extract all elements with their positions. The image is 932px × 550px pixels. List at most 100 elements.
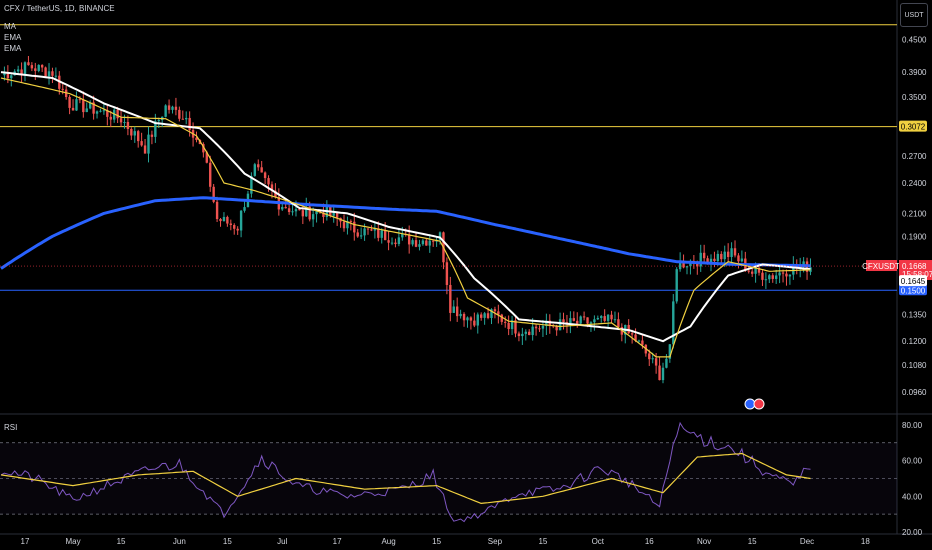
candle-body <box>401 233 404 238</box>
candle-body <box>569 318 572 324</box>
indicator-ma-label: MA <box>4 22 16 31</box>
candle-body <box>308 206 311 220</box>
candle-body <box>195 137 198 141</box>
horizontal-line-tag-2 <box>899 284 927 296</box>
candle-body <box>754 267 757 274</box>
horizontal-line-label-2: 0.1500 <box>901 286 926 295</box>
candle-body <box>157 120 160 122</box>
time-tick-1: May <box>65 537 80 546</box>
candle-body <box>476 314 479 326</box>
ema-fast-line <box>0 77 811 358</box>
time-tick-11: Oct <box>592 537 605 546</box>
candle-body <box>215 201 219 219</box>
candle-body <box>802 261 805 267</box>
candle-body <box>637 340 641 342</box>
candle-body <box>305 206 308 217</box>
candle-body <box>702 252 706 259</box>
candle-body <box>473 320 476 326</box>
candle-body <box>449 284 452 313</box>
candle-body <box>761 272 764 280</box>
ema-value-tag <box>899 275 927 287</box>
candle-body <box>469 317 473 321</box>
candle-body <box>243 207 246 211</box>
candle-body <box>521 333 524 337</box>
price-tick-5: 0.2100 <box>902 209 927 218</box>
candle-body <box>562 319 565 323</box>
candle-body <box>572 318 576 321</box>
candle-body <box>209 162 212 187</box>
rsi-tick-3: 20.00 <box>902 528 923 537</box>
candle-body <box>270 184 274 191</box>
candle-body <box>668 344 672 359</box>
rsi-tick-1: 60.00 <box>902 457 923 466</box>
candle-body <box>294 209 298 212</box>
candle-body <box>452 306 455 313</box>
candle-body <box>154 121 157 137</box>
rsi-line <box>0 421 811 523</box>
candle-body <box>181 118 184 120</box>
event-flag-icon-2 <box>753 398 765 410</box>
time-tick-15: Dec <box>800 537 814 546</box>
candle-body <box>630 333 634 335</box>
candle-body <box>774 275 778 279</box>
candle-body <box>740 258 744 262</box>
candle-body <box>517 333 521 337</box>
candle-body <box>737 255 740 262</box>
candle-body <box>366 228 370 230</box>
candle-body <box>764 279 768 281</box>
candle-body <box>202 143 205 153</box>
candle-body <box>480 314 483 318</box>
ema-value-label: 0.1645 <box>901 277 926 286</box>
time-tick-9: Sep <box>488 537 503 546</box>
candle-body <box>88 102 92 109</box>
time-tick-16: 18 <box>861 537 870 546</box>
time-tick-7: Aug <box>381 537 395 546</box>
time-tick-12: 16 <box>645 537 654 546</box>
candle-body <box>3 73 6 76</box>
candle-body <box>10 75 13 79</box>
candle-body <box>30 65 34 69</box>
candle-body <box>466 317 469 321</box>
candle-body <box>171 106 174 110</box>
candle-body <box>651 358 654 360</box>
candle-body <box>634 334 637 341</box>
candle-body <box>411 240 414 245</box>
candle-body <box>233 225 236 229</box>
price-tick-0: 0.4500 <box>902 35 927 44</box>
candle-body <box>709 258 713 265</box>
candle-body <box>99 110 102 112</box>
candle-body <box>222 216 226 222</box>
candle-body <box>706 258 709 265</box>
candle-body <box>497 311 500 315</box>
candle-body <box>263 172 267 179</box>
currency-unit-button[interactable]: USDT <box>900 3 928 27</box>
candle-body <box>291 211 294 213</box>
candle-body <box>20 69 23 75</box>
candle-body <box>658 365 661 381</box>
candle-body <box>757 267 761 273</box>
candle-body <box>414 240 418 247</box>
candle-body <box>593 319 596 323</box>
candle-body <box>387 240 390 243</box>
candle-body <box>51 71 54 76</box>
candle-body <box>174 106 178 110</box>
candle-body <box>713 258 716 262</box>
candle-body <box>133 131 136 136</box>
candle-body <box>431 240 435 242</box>
price-tick-7: 0.1350 <box>902 310 927 319</box>
candle-body <box>407 234 411 245</box>
candle-body <box>390 242 394 244</box>
candle-body <box>143 145 147 154</box>
candle-body <box>528 331 531 336</box>
candle-body <box>16 69 20 72</box>
candle-body <box>130 128 133 136</box>
candle-body <box>613 319 617 321</box>
rsi-tick-0: 80.00 <box>902 421 923 430</box>
time-tick-3: Jun <box>173 537 186 546</box>
candle-body <box>486 313 490 318</box>
candle-body <box>534 326 538 329</box>
candle-body <box>27 62 30 66</box>
candle-body <box>137 131 140 142</box>
candle-body <box>455 306 459 317</box>
